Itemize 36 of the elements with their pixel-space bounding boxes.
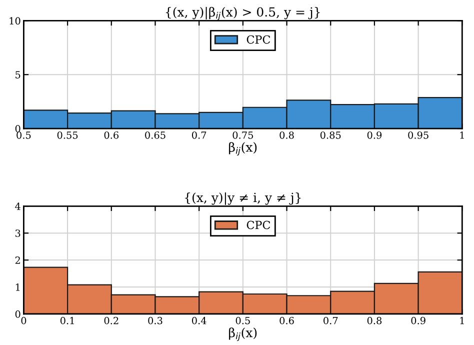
x-tick-label: 0.5 [236, 316, 250, 324]
x-tick-label: 0.9 [367, 131, 382, 139]
x-tick-label: 0.85 [320, 131, 341, 139]
x-tick-label: 0.7 [192, 131, 206, 139]
x-tick-label: 0.55 [57, 131, 78, 139]
y-tick-label: 2 [15, 256, 20, 264]
x-tick-label: 0.8 [280, 131, 294, 139]
x-axis-title: β$_{ij}$(x) [229, 142, 257, 156]
x-tick-label: 1 [460, 131, 464, 139]
legend-label: CPC [246, 220, 270, 230]
chart-title: {(x, y)|y ≠ i, y ≠ j} [185, 192, 301, 205]
legend-label: CPC [246, 35, 270, 44]
x-tick-label: 0.6 [280, 316, 294, 324]
x-tick-label: 0.65 [145, 131, 166, 139]
y-tick-label: 0 [15, 124, 20, 132]
x-tick-label: 0.4 [192, 316, 206, 324]
x-tick-label: 0.9 [411, 316, 426, 324]
y-tick-label: 1 [16, 283, 20, 291]
x-tick-label: 0.5 [16, 131, 31, 139]
x-tick-label: 0.3 [148, 316, 162, 324]
x-tick-label: 0.7 [324, 316, 338, 324]
y-tick-label: 5 [16, 71, 20, 78]
chart-title: {(x, y)|β$_{ij}$(x) > 0.5, y = j} [166, 6, 320, 20]
x-tick-label: 0.1 [60, 316, 74, 324]
x-axis-title: β$_{ij}$(x) [229, 328, 257, 341]
y-tick-label: 3 [15, 230, 20, 237]
x-tick-label: 0.75 [232, 131, 253, 139]
x-tick-label: 0.6 [104, 131, 119, 139]
x-tick-label: 0.95 [408, 131, 428, 139]
y-tick-label: 0 [15, 310, 20, 318]
x-tick-label: 0.2 [104, 316, 118, 324]
x-tick-label: 0 [21, 316, 26, 324]
y-tick-label: 10 [10, 17, 20, 25]
y-tick-label: 4 [15, 202, 20, 210]
x-tick-label: 0.8 [367, 316, 382, 324]
x-tick-label: 1 [460, 316, 464, 324]
